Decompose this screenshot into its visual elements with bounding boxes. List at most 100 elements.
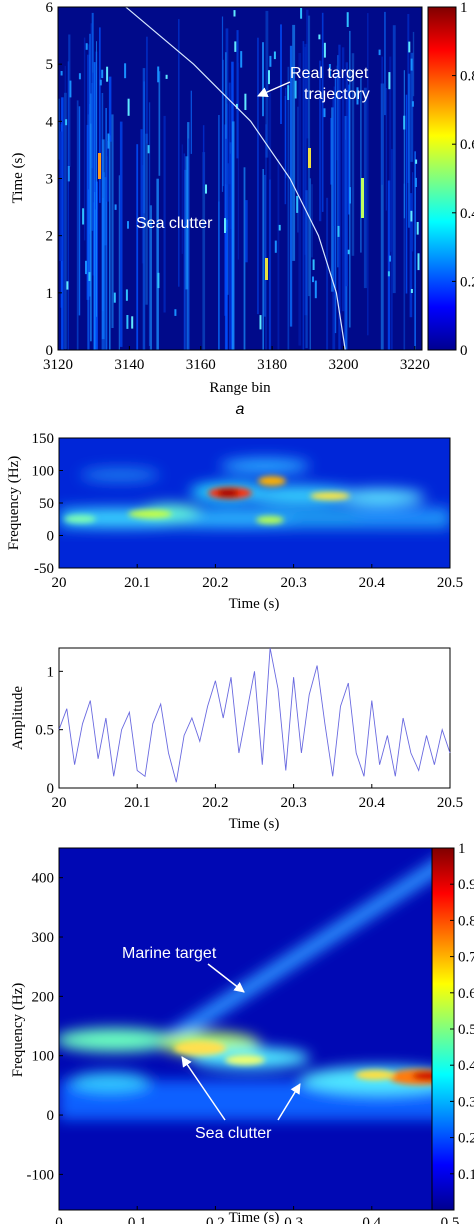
- amplitude-panel: 20 20.1 20.2 20.3 20.4 20.5 00.51 Time (s) Am…: [10, 647, 463, 832]
- x-tick-label: 0.3: [284, 1215, 303, 1224]
- y-tick-label: 300: [32, 930, 55, 946]
- y-tick-label: 1: [47, 664, 55, 680]
- x-tick-label: 3140: [114, 357, 144, 373]
- y-tick-label: -50: [34, 561, 54, 577]
- y-tick-label: 6: [46, 0, 54, 16]
- colorbar-tick-label: 0.1: [458, 1167, 474, 1183]
- x-tick-label: 20.2: [202, 575, 228, 591]
- tf1-xlabel: Time (s): [229, 596, 280, 612]
- x-tick-label: 0.1: [128, 1215, 147, 1224]
- tf2-xticks: 0 0.1 0.2 0.3 0.4 0.5: [55, 1206, 459, 1224]
- x-tick-label: 3120: [43, 357, 73, 373]
- x-tick-label: 20: [52, 795, 67, 811]
- y-tick-label: 1: [46, 286, 54, 302]
- caption-a: a: [236, 401, 245, 418]
- y-tick-label: 200: [32, 989, 55, 1005]
- x-tick-label: 20.5: [437, 575, 463, 591]
- x-tick-label: 20.4: [359, 795, 386, 811]
- x-tick-label: 20.3: [280, 575, 306, 591]
- amplitude-series-line: [58, 647, 451, 783]
- x-tick-label: 3180: [257, 357, 287, 373]
- annotation-sea-clutter-2: Sea clutter: [195, 1125, 272, 1142]
- range-time-panel: 3120 3140 3160 3180 3200 3220 0 1 2 3 4 5 6 Range b…: [10, 0, 474, 418]
- range-time-xticks: 3120 3140 3160 3180 3200 3220: [43, 346, 430, 373]
- y-tick-label: -100: [27, 1167, 55, 1183]
- y-tick-label: 100: [32, 464, 55, 480]
- range-time-ylabel: Time (s): [10, 153, 26, 204]
- tf2-xlabel: Time (s): [229, 1210, 280, 1224]
- tf1-blobs: [59, 458, 450, 528]
- annotation-real-target-line2: trajectory: [304, 86, 370, 103]
- y-tick-label: 0: [46, 343, 54, 359]
- x-tick-label: 0.2: [206, 1215, 225, 1224]
- amplitude-xlabel: Time (s): [229, 816, 280, 832]
- x-tick-label: 3200: [328, 357, 358, 373]
- colorbar-tick-label: 0.6: [458, 986, 474, 1002]
- sea-clutter-arrow-right: [277, 1083, 301, 1121]
- target-trajectory-line: [125, 6, 346, 351]
- colorbar-tick-label: 0.8: [460, 69, 474, 85]
- colorbar-tick-label: 0.9: [458, 877, 474, 893]
- tf-panel-1: 20 20.1 20.2 20.3 20.4 20.5 -50 0 50 100 150 Time…: [6, 431, 463, 612]
- amplitude-yticks: 00.51: [35, 664, 63, 797]
- y-tick-label: 4: [46, 114, 54, 130]
- tf1-xticks: 20 20.1 20.2 20.3 20.4 20.5: [52, 564, 463, 591]
- annotation-sea-clutter: Sea clutter: [136, 215, 213, 232]
- tf2-yticks: -100 0 100 200 300 400: [27, 871, 63, 1183]
- amplitude-frame: [58, 647, 451, 789]
- colorbar-tick-label: 1: [460, 0, 468, 16]
- clutter-stripes: [58, 8, 420, 350]
- y-tick-label: 2: [46, 229, 54, 245]
- colorbar-tick-label: 0.6: [460, 137, 474, 153]
- colorbar-tick-label: 0.4: [460, 206, 474, 222]
- y-tick-label: 0: [47, 529, 55, 545]
- range-time-xlabel: Range bin: [209, 380, 271, 396]
- y-tick-label: 50: [39, 496, 54, 512]
- x-tick-label: 20.1: [124, 795, 150, 811]
- colorbar-tick-label: 0.7: [458, 950, 474, 966]
- colorbar-tick-label: 0.2: [458, 1131, 474, 1147]
- colorbar-tick-label: 1: [458, 841, 466, 857]
- colorbar-tick-label: 0.4: [458, 1058, 474, 1074]
- y-tick-label: 3: [46, 172, 54, 188]
- y-tick-label: 100: [32, 1049, 55, 1065]
- annotation-arrow: [257, 81, 291, 98]
- x-tick-label: 20.3: [280, 795, 306, 811]
- x-tick-label: 20.2: [202, 795, 228, 811]
- x-tick-label: 0: [55, 1215, 63, 1224]
- tf-panel-2: 0 0.1 0.2 0.3 0.4 0.5 -100 0 100 200 300 400 Time …: [10, 841, 474, 1224]
- x-tick-label: 20.5: [437, 795, 463, 811]
- amplitude-ylabel: Amplitude: [10, 686, 26, 751]
- x-tick-label: 20.1: [124, 575, 150, 591]
- marine-target-arrow: [207, 963, 245, 993]
- colorbar-d-ticks: 0.1 0.2 0.3 0.4 0.5 0.6 0.7 0.8 0.9 1: [450, 841, 474, 1183]
- amplitude-xticks: 20 20.1 20.2 20.3 20.4 20.5: [52, 784, 463, 811]
- sea-clutter-arrow-left: [181, 1056, 226, 1121]
- tf2-ylabel: Frequency (Hz): [10, 983, 26, 1078]
- x-tick-label: 3160: [186, 357, 216, 373]
- tf1-ylabel: Frequency (Hz): [6, 456, 22, 551]
- colorbar-a: [427, 6, 457, 351]
- annotation-real-target-line1: Real target: [290, 65, 369, 82]
- tf2-blobs: [59, 848, 450, 1210]
- x-tick-label: 0.4: [362, 1215, 381, 1224]
- y-tick-label: 0.5: [35, 723, 54, 739]
- tf1-yticks: -50 0 50 100 150: [32, 431, 63, 577]
- y-tick-label: 0: [47, 781, 55, 797]
- range-time-yticks: 0 1 2 3 4 5 6: [46, 0, 62, 359]
- colorbar-tick-label: 0.3: [458, 1094, 474, 1110]
- colorbar-tick-label: 0.8: [458, 913, 474, 929]
- annotation-marine-target: Marine target: [122, 945, 217, 962]
- x-tick-label: 20.4: [359, 575, 386, 591]
- colorbar-tick-label: 0: [460, 343, 468, 359]
- y-tick-label: 150: [32, 431, 55, 447]
- x-tick-label: 0.5: [441, 1215, 460, 1224]
- y-tick-label: 0: [47, 1108, 55, 1124]
- y-tick-label: 400: [32, 871, 55, 887]
- colorbar-tick-label: 0.5: [458, 1022, 474, 1038]
- x-tick-label: 20: [52, 575, 67, 591]
- x-tick-label: 3220: [400, 357, 430, 373]
- colorbar-tick-label: 0.2: [460, 274, 474, 290]
- y-tick-label: 5: [46, 57, 54, 73]
